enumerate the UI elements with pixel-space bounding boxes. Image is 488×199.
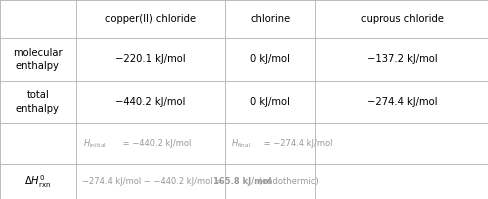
Text: $\Delta H^0_{\rm rxn}$: $\Delta H^0_{\rm rxn}$ [24, 173, 51, 190]
Text: = −274.4 kJ/mol: = −274.4 kJ/mol [261, 139, 332, 148]
Text: −274.4 kJ/mol: −274.4 kJ/mol [366, 97, 437, 107]
Text: −137.2 kJ/mol: −137.2 kJ/mol [366, 54, 437, 64]
Text: 0 kJ/mol: 0 kJ/mol [250, 97, 289, 107]
Text: −440.2 kJ/mol: −440.2 kJ/mol [115, 97, 185, 107]
Text: cuprous chloride: cuprous chloride [360, 14, 443, 24]
Text: −274.4 kJ/mol − −440.2 kJ/mol =: −274.4 kJ/mol − −440.2 kJ/mol = [81, 177, 224, 186]
Text: $\it{H}_{\rm final}$: $\it{H}_{\rm final}$ [230, 138, 251, 150]
Text: $\it{H}_{\rm initial}$: $\it{H}_{\rm initial}$ [83, 138, 107, 150]
Text: total
enthalpy: total enthalpy [16, 90, 60, 114]
Text: 0 kJ/mol: 0 kJ/mol [250, 54, 289, 64]
Text: molecular
enthalpy: molecular enthalpy [13, 48, 62, 71]
Text: = −440.2 kJ/mol: = −440.2 kJ/mol [120, 139, 191, 148]
Text: chlorine: chlorine [249, 14, 290, 24]
Text: (endothermic): (endothermic) [255, 177, 318, 186]
Text: 165.8 kJ/mol: 165.8 kJ/mol [212, 177, 271, 186]
Text: copper(II) chloride: copper(II) chloride [104, 14, 196, 24]
Text: −220.1 kJ/mol: −220.1 kJ/mol [115, 54, 185, 64]
